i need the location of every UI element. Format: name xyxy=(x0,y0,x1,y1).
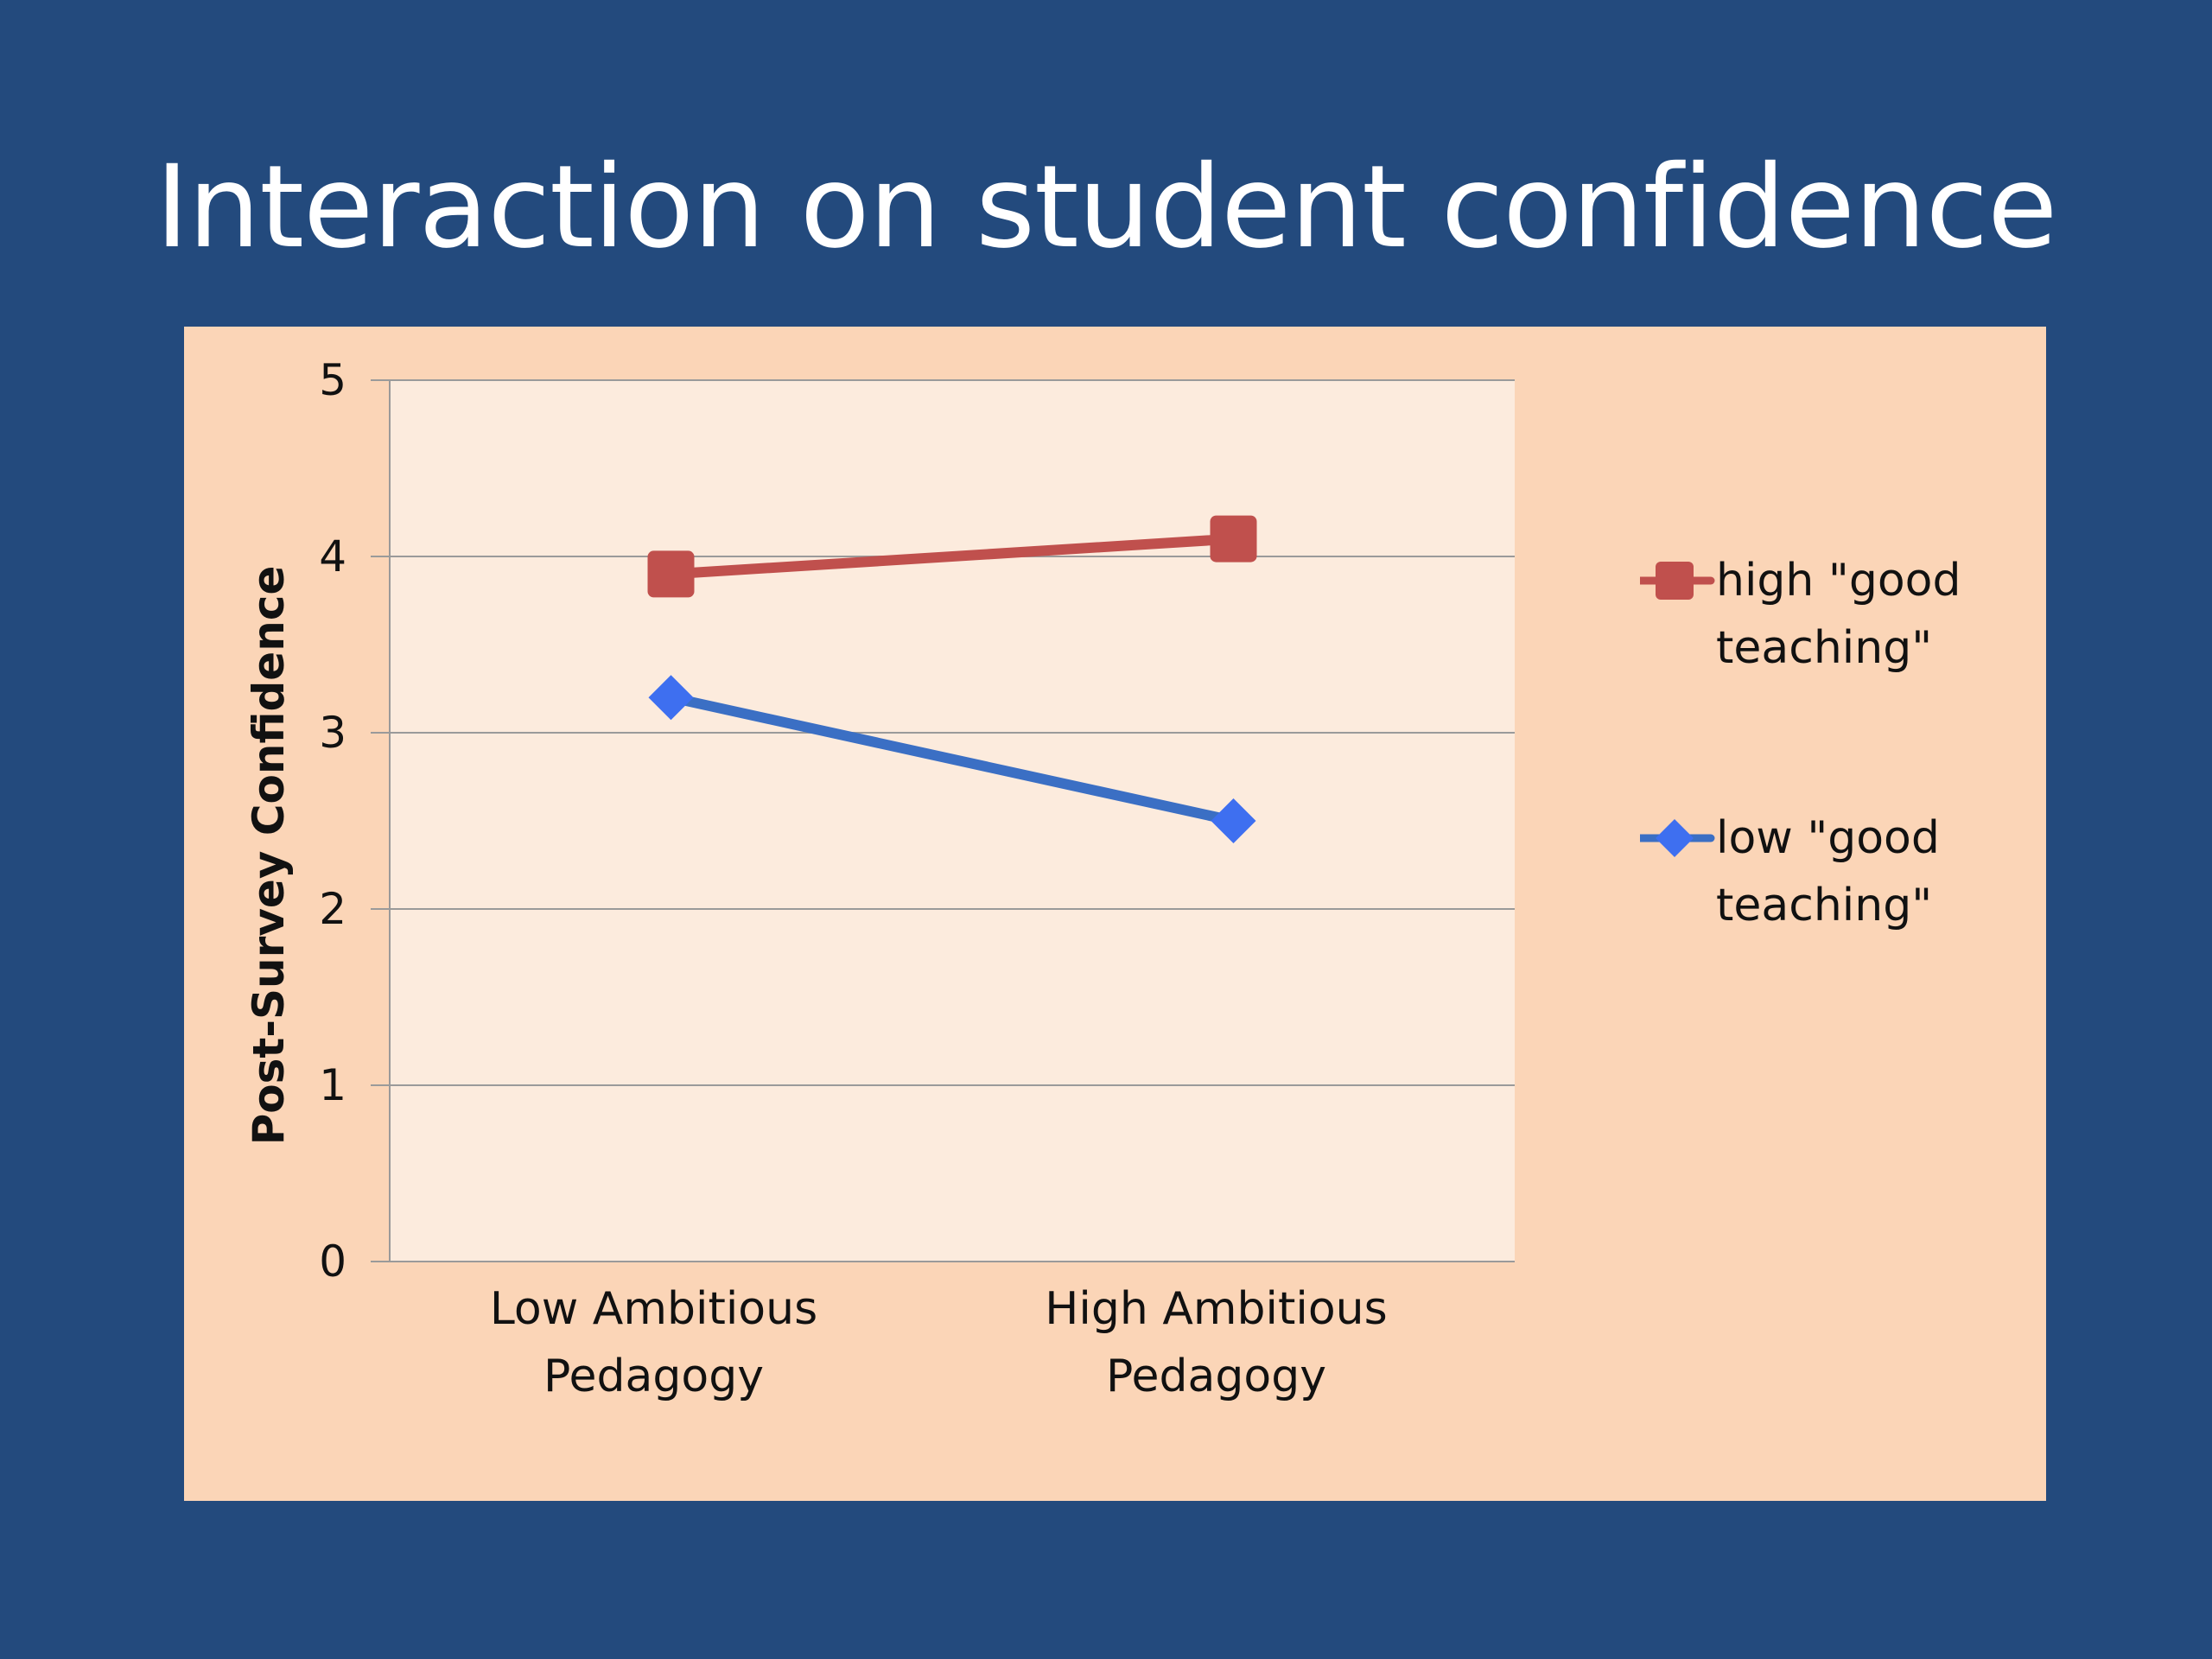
legend-label-line-2: teaching" xyxy=(1716,622,1933,674)
y-tick-label: 1 xyxy=(319,1060,346,1110)
legend-label-line-2: teaching" xyxy=(1716,880,1933,931)
x-tick-label: Pedagogy xyxy=(1106,1351,1326,1402)
plot-area xyxy=(390,380,1515,1262)
legend-item-high-good-teaching: high "good teaching" xyxy=(1640,547,2062,682)
y-tick-label: 4 xyxy=(319,531,346,582)
x-tick-label: High Ambitious xyxy=(1045,1283,1387,1335)
y-tick-label: 2 xyxy=(319,884,346,934)
series-line xyxy=(665,533,1239,580)
x-tick-label: Pedagogy xyxy=(543,1351,764,1402)
slide-title: Interaction on student confidence xyxy=(155,141,2058,274)
y-tick-label: 3 xyxy=(319,708,346,758)
legend-diamond-marker-icon xyxy=(1640,819,1715,857)
x-tick-label: Low Ambitious xyxy=(490,1283,817,1335)
chart-panel: 0 1 2 3 4 5 Post-Survey Confidence Low Ambitiou… xyxy=(184,327,2046,1501)
line-chart: 0 1 2 3 4 5 Post-Survey Confidence Low Ambitiou… xyxy=(244,355,1515,1402)
data-point-square xyxy=(647,550,695,598)
legend-square-marker-icon xyxy=(1640,562,1715,600)
legend-label-line-1: low "good xyxy=(1716,812,1940,864)
data-point-square xyxy=(1210,515,1257,563)
data-point-diamond xyxy=(648,675,694,721)
legend-item-low-good-teaching: low "good teaching" xyxy=(1640,804,2062,939)
data-point-diamond xyxy=(1211,798,1256,843)
series-line xyxy=(665,692,1239,826)
y-tick-label: 5 xyxy=(319,355,346,405)
y-tick-label: 0 xyxy=(319,1236,346,1287)
chart-legend: high "good teaching" low "good teaching" xyxy=(1640,547,2062,1062)
y-axis-title: Post-Survey Confidence xyxy=(244,566,294,1146)
legend-label-line-1: high "good xyxy=(1716,555,1961,607)
